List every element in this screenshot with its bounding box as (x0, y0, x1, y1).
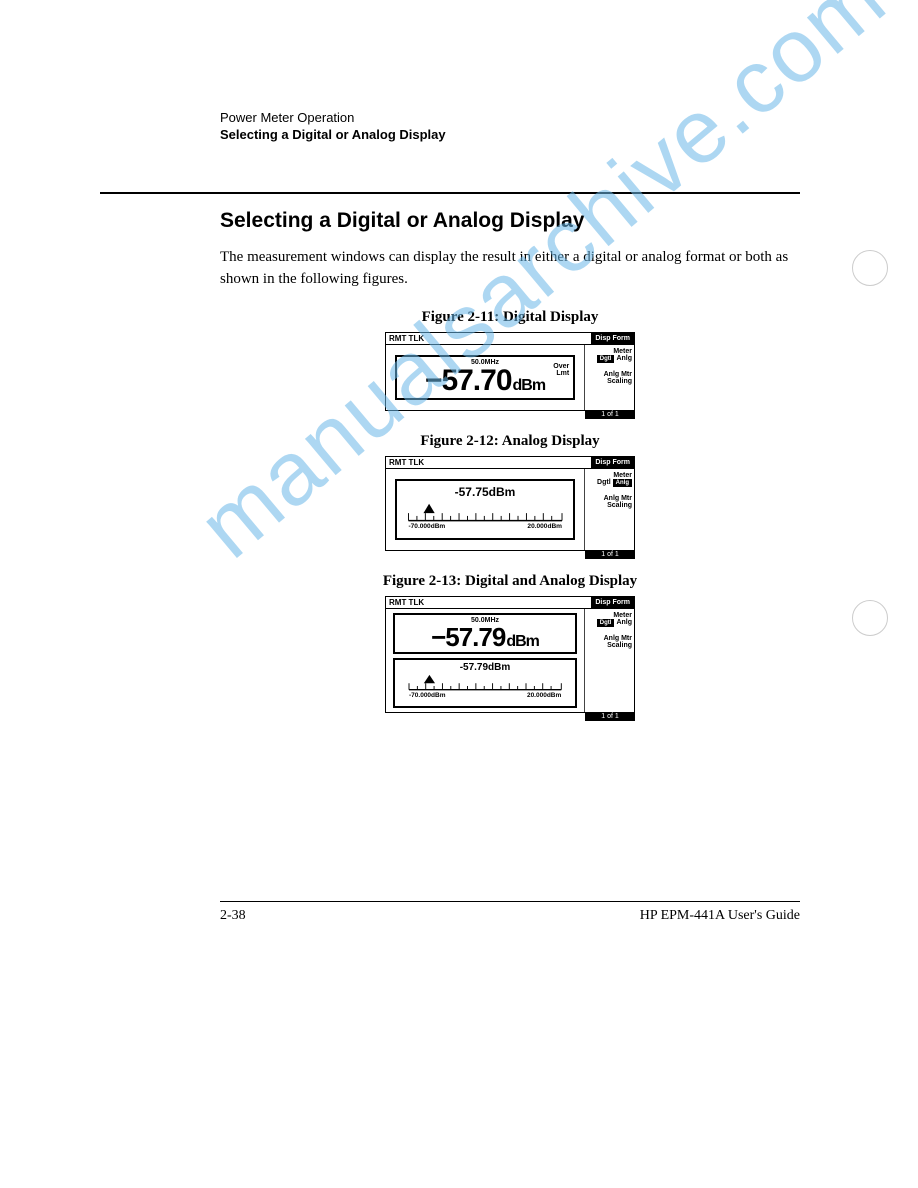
softkey-scaling[interactable]: Anlg Mtr Scaling (587, 371, 632, 385)
analog-value: -57.75dBm (401, 485, 570, 499)
status-label: RMT TLK (386, 334, 424, 343)
svg-text:20.000dBm: 20.000dBm (527, 692, 562, 699)
dgtl-label: Dgtl (597, 479, 611, 486)
svg-text:20.000dBm: 20.000dBm (527, 523, 562, 530)
anlg-label: Anlg (616, 619, 632, 626)
page-counter: 1 of 1 (585, 551, 635, 559)
softkey-meter[interactable]: Meter Dgtl Anlg (587, 348, 632, 363)
svg-text:-70.000dBm: -70.000dBm (408, 523, 445, 530)
figure-caption: Figure 2-11: Digital Display (220, 309, 800, 326)
svg-text:-70.000dBm: -70.000dBm (409, 692, 446, 699)
softkey-scaling[interactable]: Anlg Mtr Scaling (587, 495, 632, 509)
section-rule (100, 192, 800, 194)
page-counter: 1 of 1 (585, 411, 635, 419)
analog-value: -57.79dBm (399, 662, 571, 673)
page-title: Selecting a Digital or Analog Display (220, 209, 800, 233)
status-label: RMT TLK (386, 598, 424, 607)
header-section: Selecting a Digital or Analog Display (220, 127, 800, 142)
softkey-meter[interactable]: Meter Dgtl Anlg (587, 612, 632, 627)
footer-rule (220, 901, 800, 902)
analog-readout: -57.79dBm (393, 658, 577, 708)
figure-caption: Figure 2-13: Digital and Analog Display (220, 573, 800, 590)
page-footer: 2-38 HP EPM-441A User's Guide (220, 908, 800, 924)
doc-title: HP EPM-441A User's Guide (640, 908, 800, 924)
softkey-column: Meter Dgtl Anlg Anlg Mtr Scaling (584, 345, 634, 410)
softkey-column: Meter Dgtl Anlg Anlg Mtr Scaling (584, 469, 634, 550)
anlg-pill: Anlg (613, 479, 632, 487)
header-subtitle: Power Meter Operation (220, 110, 800, 125)
page-counter: 1 of 1 (585, 713, 635, 721)
dgtl-pill: Dgtl (597, 619, 615, 627)
softkey-column: Meter Dgtl Anlg Anlg Mtr Scaling (584, 609, 634, 712)
digital-value: −57.79dBm (399, 624, 571, 650)
analog-readout: -57.75dBm (395, 479, 576, 540)
menu-title: Disp Form (591, 457, 634, 468)
page-content: Power Meter Operation Selecting a Digita… (220, 110, 800, 924)
meter-combined: RMT TLK Disp Form 50.0MHz −57.79dBm -57.… (385, 596, 635, 721)
digital-readout: 50.0MHz OverLmt −57.70dBm (395, 355, 576, 400)
punch-hole (852, 250, 888, 286)
punch-hole (852, 600, 888, 636)
menu-title: Disp Form (591, 597, 634, 608)
analog-scale: -70.000dBm 20.000dBm (401, 499, 570, 531)
dgtl-pill: Dgtl (597, 355, 615, 363)
over-limit-label: OverLmt (553, 363, 569, 377)
digital-value: −57.70dBm (401, 366, 570, 396)
anlg-label: Anlg (616, 355, 632, 362)
status-label: RMT TLK (386, 458, 424, 467)
page-number: 2-38 (220, 908, 246, 924)
softkey-meter[interactable]: Meter Dgtl Anlg (587, 472, 632, 487)
digital-readout: 50.0MHz −57.79dBm (393, 613, 577, 654)
analog-scale: -70.000dBm 20.000dBm (399, 673, 571, 699)
softkey-scaling[interactable]: Anlg Mtr Scaling (587, 635, 632, 649)
meter-digital: RMT TLK Disp Form 50.0MHz OverLmt −57.70… (385, 332, 635, 419)
figure-caption: Figure 2-12: Analog Display (220, 433, 800, 450)
meter-analog: RMT TLK Disp Form -57.75dBm (385, 456, 635, 559)
menu-title: Disp Form (591, 333, 634, 344)
body-paragraph: The measurement windows can display the … (220, 247, 800, 291)
